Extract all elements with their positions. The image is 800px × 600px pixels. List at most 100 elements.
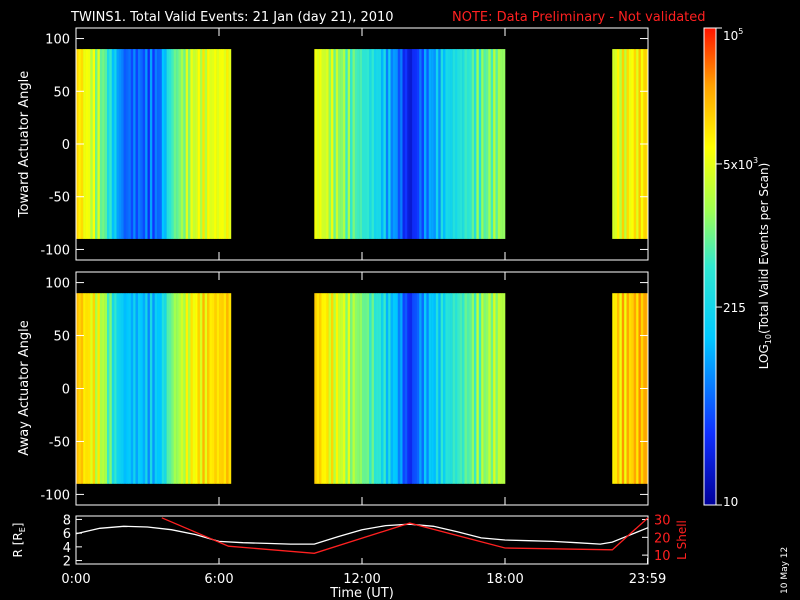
heatmap-cell — [362, 293, 365, 484]
heatmap-cell — [626, 49, 630, 239]
heatmap-cell — [364, 49, 368, 239]
heatmap-cell — [428, 293, 432, 484]
heatmap-cell — [328, 293, 332, 484]
heatmap-cell — [85, 49, 89, 239]
r-tick-label: 4 — [63, 541, 71, 556]
heatmap-cell — [95, 293, 98, 484]
heatmap-cell — [149, 293, 153, 484]
y-tick-label: 100 — [45, 277, 70, 292]
data-preliminary-note: NOTE: Data Preliminary - Not validated — [452, 10, 706, 25]
heatmap-cell — [452, 49, 456, 239]
heatmap-cell — [168, 293, 172, 484]
heatmap-cell — [381, 49, 384, 239]
heatmap-cell — [319, 293, 322, 484]
heatmap-cell — [106, 49, 110, 239]
toward-heatmap-panel: 100 50 0 -50 -100 Toward Actuator Angle — [17, 27, 649, 261]
heatmap-cell — [104, 49, 108, 239]
y-tick-label: 50 — [53, 330, 70, 345]
heatmap-cell — [171, 49, 175, 239]
heatmap-cell — [152, 293, 155, 484]
heatmap-cell — [188, 293, 191, 484]
lshell-axis-label: L Shell — [675, 520, 689, 560]
heatmap-cell — [168, 49, 172, 239]
lshell-tick-label: 30 — [654, 514, 671, 529]
heatmap-cell — [457, 293, 461, 484]
heatmap-cell — [631, 49, 634, 239]
heatmap-cell — [121, 293, 124, 484]
heatmap-cell — [178, 49, 182, 239]
colorbar-tick-base: 10 — [723, 495, 738, 509]
heatmap-cell — [350, 49, 353, 239]
heatmap-cell — [419, 293, 422, 484]
heatmap-cell — [421, 293, 425, 484]
heatmap-cell — [376, 49, 379, 239]
heatmap-cell — [400, 49, 403, 239]
heatmap-cell — [619, 49, 623, 239]
heatmap-cell — [490, 49, 494, 239]
heatmap-cell — [166, 49, 170, 239]
heatmap-cell — [483, 293, 487, 484]
heatmap-cell — [378, 49, 382, 239]
away-heatmap-cells — [76, 293, 649, 484]
heatmap-cell — [628, 49, 632, 239]
heatmap-cell — [352, 293, 356, 484]
heatmap-cell — [435, 49, 439, 239]
heatmap-cell — [359, 49, 363, 239]
heatmap-cell — [207, 49, 210, 239]
heatmap-cell — [183, 293, 186, 484]
heatmap-cell — [335, 49, 339, 239]
heatmap-cell — [164, 293, 167, 484]
colorbar-label: LOG10(Total Valid Events per Scan) — [757, 163, 773, 370]
heatmap-cell — [369, 49, 372, 239]
heatmap-cell — [323, 293, 327, 484]
toward-heatmap-cells — [76, 49, 649, 239]
heatmap-cell — [621, 49, 625, 239]
heatmap-cell — [423, 49, 427, 239]
heatmap-cell — [216, 293, 220, 484]
heatmap-cell — [385, 49, 389, 239]
heatmap-cell — [612, 293, 615, 484]
heatmap-cell — [447, 293, 451, 484]
heatmap-cell — [214, 293, 217, 484]
heatmap-cell — [219, 293, 222, 484]
orbit-lines — [75, 517, 649, 554]
heatmap-cell — [440, 293, 444, 484]
heatmap-cell — [445, 49, 449, 239]
r-tick-label: 6 — [63, 527, 71, 542]
heatmap-cell — [338, 49, 341, 239]
lshell-line — [161, 517, 649, 554]
heatmap-cell — [357, 293, 360, 484]
heatmap-cell — [340, 293, 344, 484]
heatmap-cell — [109, 49, 113, 239]
heatmap-cell — [190, 49, 194, 239]
heatmap-cell — [493, 49, 496, 239]
heatmap-cell — [114, 293, 117, 484]
heatmap-cell — [431, 293, 434, 484]
r-axis-label-end: ] — [11, 523, 25, 528]
heatmap-cell — [202, 49, 205, 239]
r-axis-label-main: R [R — [11, 532, 25, 557]
heatmap-cell — [223, 293, 227, 484]
heatmap-cell — [102, 49, 105, 239]
heatmap-cell — [466, 293, 470, 484]
heatmap-cell — [164, 49, 167, 239]
heatmap-cell — [493, 293, 496, 484]
heatmap-cell — [331, 293, 334, 484]
heatmap-cell — [154, 49, 158, 239]
heatmap-cell — [90, 293, 93, 484]
x-axis-label: Time (UT) — [329, 586, 394, 600]
heatmap-cell — [180, 49, 184, 239]
heatmap-cell — [488, 293, 491, 484]
colorbar-frame — [703, 27, 717, 506]
heatmap-cell — [469, 49, 472, 239]
heatmap-cell — [388, 49, 391, 239]
heatmap-cell — [90, 49, 93, 239]
heatmap-cell — [500, 293, 503, 484]
heatmap-cell — [319, 49, 322, 239]
heatmap-cell — [438, 49, 441, 239]
heatmap-cell — [197, 49, 201, 239]
heatmap-cell — [185, 293, 189, 484]
heatmap-cell — [342, 293, 346, 484]
heatmap-cell — [438, 293, 441, 484]
